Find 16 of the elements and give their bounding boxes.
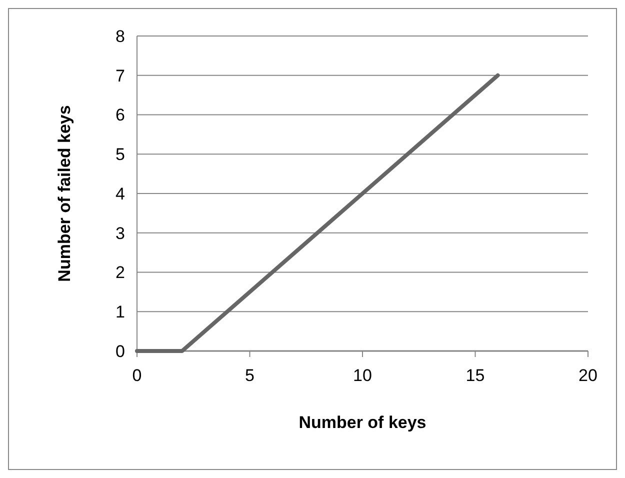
y-tick-label: 4	[116, 184, 125, 204]
x-axis-title: Number of keys	[298, 413, 426, 432]
x-tick-label: 10	[353, 366, 372, 385]
y-tick-label: 3	[116, 224, 125, 243]
y-tick-label: 2	[116, 263, 125, 282]
y-tick-label: 8	[116, 26, 125, 46]
y-tick-label: 0	[116, 342, 125, 361]
x-tick-label: 15	[466, 366, 485, 385]
x-tick-label: 0	[132, 366, 142, 385]
y-tick-label: 6	[116, 106, 125, 125]
x-tick-label: 20	[578, 366, 598, 385]
y-tick-label: 1	[116, 302, 125, 322]
y-axis-title: Number of failed keys	[55, 105, 74, 282]
y-tick-label: 5	[116, 145, 125, 164]
x-tick-label: 5	[245, 366, 254, 385]
y-tick-label: 7	[116, 66, 125, 86]
